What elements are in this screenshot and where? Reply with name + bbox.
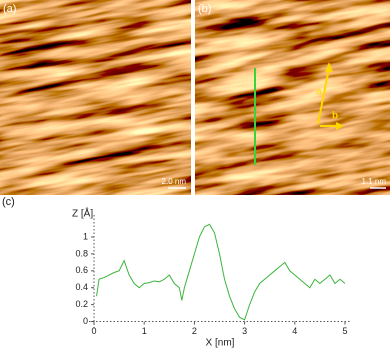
x-tick-label: 3	[242, 326, 247, 336]
y-tick-label: 0.4	[76, 282, 89, 292]
y-axis-label: Z [Å]	[72, 207, 93, 220]
scale-bar-label: 1.1 nm	[362, 177, 387, 186]
y-tick-label: 0.2	[76, 299, 89, 309]
stm-image-a	[0, 0, 191, 195]
x-axis-label: X [nm]	[206, 338, 235, 349]
annotation: a	[316, 87, 322, 98]
y-tick-label: 1	[83, 231, 88, 241]
panel-label: (c)	[2, 196, 15, 208]
y-tick-label: 0	[83, 316, 88, 326]
arrow-a	[317, 67, 330, 125]
scale-bar-label: 2.0 nm	[162, 177, 187, 186]
x-tick-label: 5	[342, 326, 347, 336]
stm-image-b	[195, 0, 390, 195]
panel-label: (a)	[3, 3, 16, 15]
x-tick-label: 2	[192, 326, 197, 336]
y-tick-label: 0.8	[76, 248, 89, 258]
x-tick-label: 4	[292, 326, 297, 336]
arrow-head	[325, 62, 333, 72]
x-tick-label: 0	[92, 326, 97, 336]
arrow-head	[336, 122, 344, 130]
x-tick-label: 1	[142, 326, 147, 336]
annotation: b	[332, 111, 338, 122]
panel-label: (b)	[198, 3, 211, 15]
y-tick-label: 0.6	[76, 265, 89, 275]
profile-line	[96, 223, 346, 321]
